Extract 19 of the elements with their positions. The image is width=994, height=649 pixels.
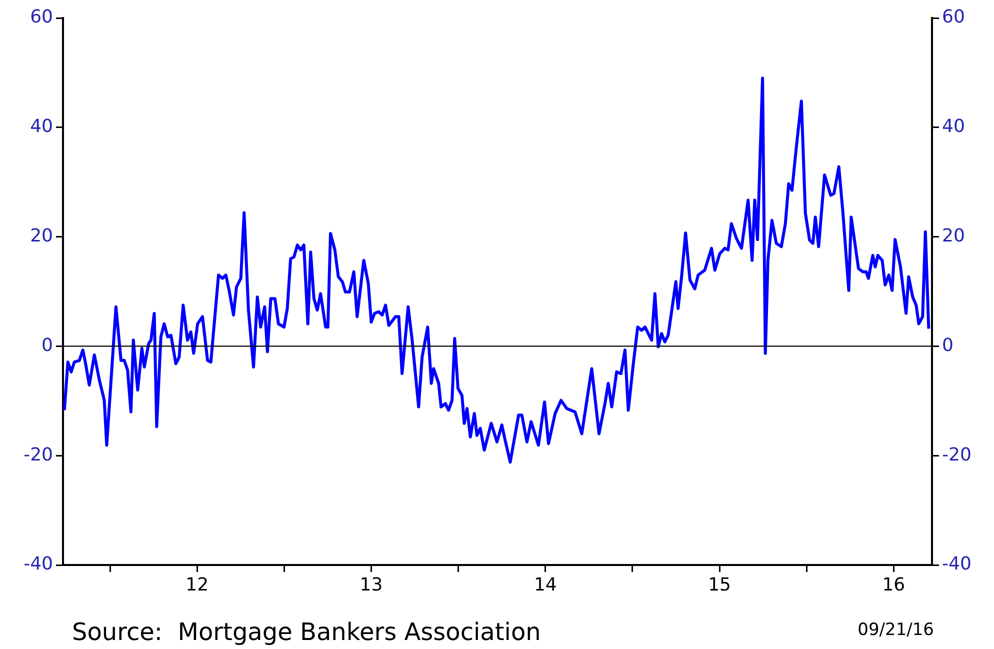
- y2-tick-label: 60: [942, 6, 965, 28]
- source-note: Source: Mortgage Bankers Association: [72, 618, 541, 646]
- x-tick-label: 16: [882, 574, 906, 596]
- y-tick-label: 40: [30, 116, 53, 138]
- y2-tick-label: 0: [942, 334, 954, 356]
- text: 09/21/16: [858, 620, 934, 640]
- y2-tick-label: -20: [942, 444, 972, 466]
- x-tick-label: 14: [534, 574, 557, 596]
- y2-tick-label: -40: [942, 554, 972, 575]
- y2-tick-label: 20: [942, 225, 965, 246]
- y-tick-label: -40: [24, 554, 53, 575]
- y-tick-label: -20: [24, 444, 53, 466]
- x-tick-label: 13: [360, 574, 383, 596]
- y-tick-label: 60: [30, 6, 53, 28]
- x-tick-label: 12: [186, 574, 209, 596]
- y2-tick-label: 40: [942, 116, 965, 138]
- y-tick-label: 20: [30, 225, 53, 246]
- y-tick-label: 0: [42, 334, 53, 356]
- x-tick-label: 15: [708, 574, 731, 596]
